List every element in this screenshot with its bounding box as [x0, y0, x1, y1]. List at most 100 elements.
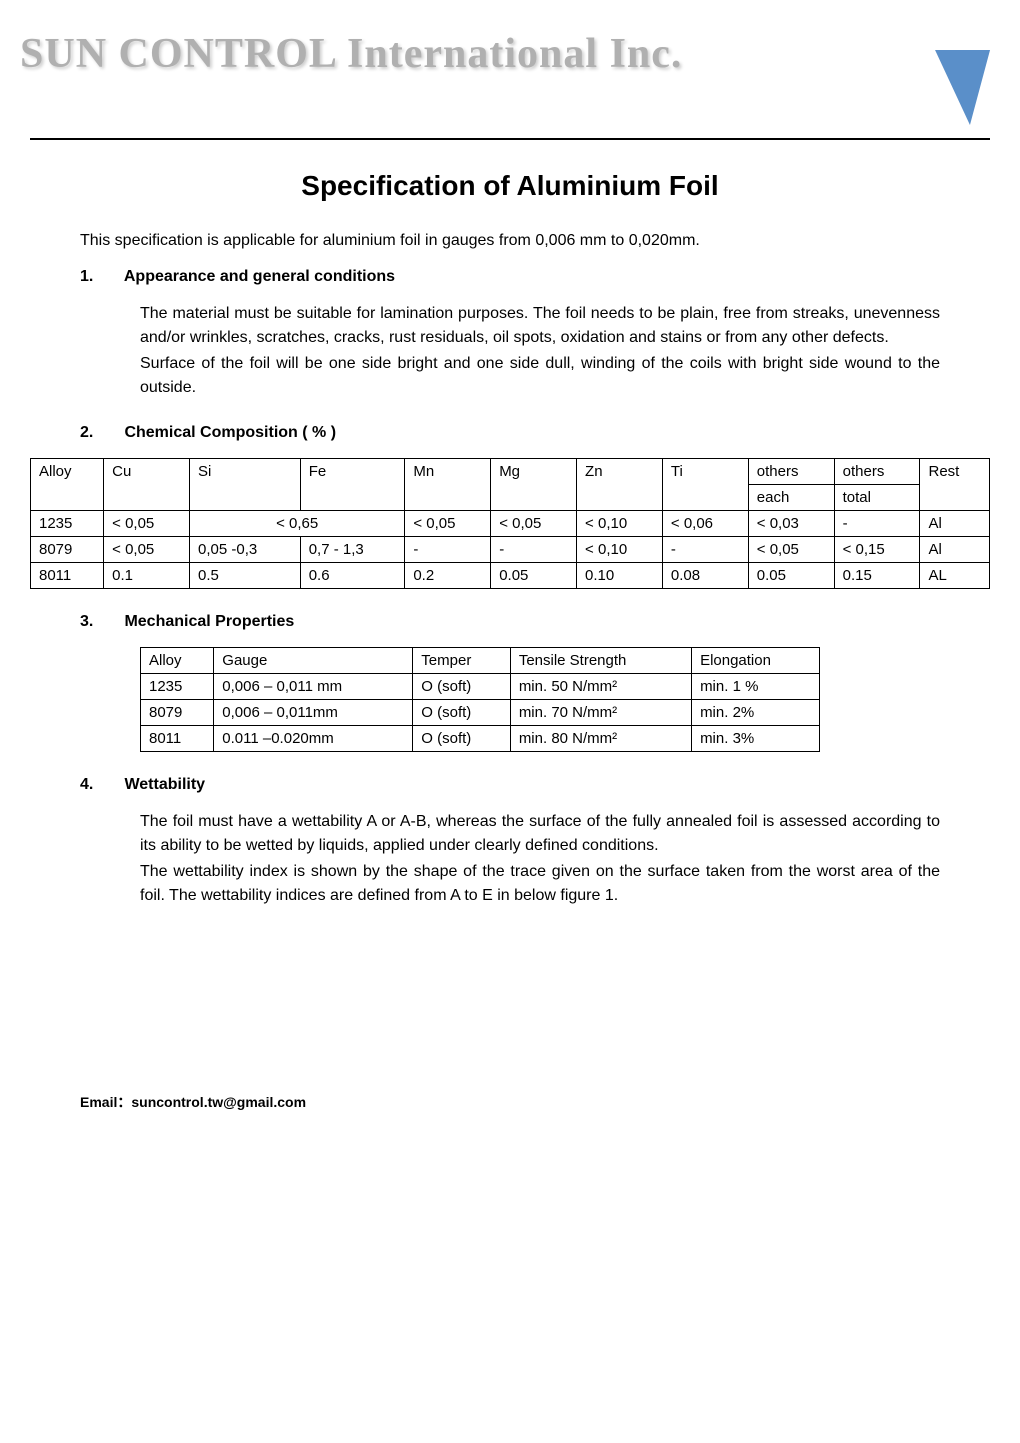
table-cell: min. 1 % [692, 674, 820, 700]
table-header: Si [190, 459, 301, 511]
table-cell: O (soft) [413, 674, 511, 700]
table-header: Fe [300, 459, 405, 511]
table-header: Cu [104, 459, 190, 511]
banner-underline [30, 138, 990, 140]
section-1-number: 1. [80, 268, 120, 286]
table-header: Alloy [141, 648, 214, 674]
intro-paragraph: This specification is applicable for alu… [80, 232, 940, 250]
header-banner: SUN CONTROL International Inc. [0, 0, 1020, 140]
table-row: 8011 0.1 0.5 0.6 0.2 0.05 0.10 0.08 0.05… [31, 563, 990, 589]
table-cell: min. 80 N/mm² [510, 726, 691, 752]
table-cell: 0,006 – 0,011mm [214, 700, 413, 726]
table-cell: 0.05 [748, 563, 834, 589]
table-cell: 1235 [31, 511, 104, 537]
table-cell: 8079 [141, 700, 214, 726]
document-content: Specification of Aluminium Foil This spe… [0, 170, 1020, 972]
table-header: Tensile Strength [510, 648, 691, 674]
table-cell: Al [920, 511, 990, 537]
table-cell: min. 3% [692, 726, 820, 752]
table-cell: < 0,65 [190, 511, 405, 537]
table-cell: - [491, 537, 577, 563]
section-4-title: Wettability [124, 776, 205, 793]
section-1-title: Appearance and general conditions [124, 268, 395, 285]
table-cell: < 0,05 [405, 511, 491, 537]
table-header: Gauge [214, 648, 413, 674]
section-4-number: 4. [80, 776, 120, 794]
table-header: Rest [920, 459, 990, 511]
table-cell: min. 50 N/mm² [510, 674, 691, 700]
banner-triangle-icon [915, 50, 990, 125]
banner-logo-text: SUN CONTROL International Inc. [20, 30, 682, 78]
table-cell: - [405, 537, 491, 563]
page-title: Specification of Aluminium Foil [80, 170, 940, 202]
table-header: Alloy [31, 459, 104, 511]
table-cell: < 0,05 [491, 511, 577, 537]
table-cell: 0.15 [834, 563, 920, 589]
table-cell: < 0,10 [577, 511, 663, 537]
table-row: Alloy Gauge Temper Tensile Strength Elon… [141, 648, 820, 674]
table-cell: 8079 [31, 537, 104, 563]
table-cell: < 0,15 [834, 537, 920, 563]
table-header: others [748, 459, 834, 485]
section-1-p1: The material must be suitable for lamina… [140, 302, 940, 350]
table-header: Temper [413, 648, 511, 674]
chemical-composition-table: Alloy Cu Si Fe Mn Mg Zn Ti others others… [30, 458, 990, 589]
section-1-body: The material must be suitable for lamina… [140, 302, 940, 400]
footer: Email：suncontrol.tw@gmail.com [0, 1092, 306, 1112]
table-cell: 0.5 [190, 563, 301, 589]
table-header: Elongation [692, 648, 820, 674]
table-cell: 0.10 [577, 563, 663, 589]
table-row: 8011 0.011 –0.020mm O (soft) min. 80 N/m… [141, 726, 820, 752]
table-cell: < 0,05 [748, 537, 834, 563]
section-4-p2: The wettability index is shown by the sh… [140, 860, 940, 908]
table-cell: 8011 [141, 726, 214, 752]
table-cell: 0.1 [104, 563, 190, 589]
table-cell: < 0,05 [104, 511, 190, 537]
table-header: others [834, 459, 920, 485]
table-header: Zn [577, 459, 663, 511]
footer-email-label: Email： [80, 1094, 131, 1110]
table-header: Mg [491, 459, 577, 511]
table-cell: - [662, 537, 748, 563]
mechanical-properties-table: Alloy Gauge Temper Tensile Strength Elon… [140, 647, 820, 752]
table-row: 8079 < 0,05 0,05 -0,3 0,7 - 1,3 - - < 0,… [31, 537, 990, 563]
table-cell: 0.08 [662, 563, 748, 589]
footer-email-value: suncontrol.tw@gmail.com [131, 1094, 306, 1110]
table-cell: 0,7 - 1,3 [300, 537, 405, 563]
table-cell: 0.2 [405, 563, 491, 589]
table-cell: AL [920, 563, 990, 589]
table-header: Mn [405, 459, 491, 511]
table-cell: min. 70 N/mm² [510, 700, 691, 726]
section-2-number: 2. [80, 424, 120, 442]
table-cell: O (soft) [413, 726, 511, 752]
section-3-number: 3. [80, 613, 120, 631]
section-1-p2: Surface of the foil will be one side bri… [140, 352, 940, 400]
table-row: Alloy Cu Si Fe Mn Mg Zn Ti others others… [31, 459, 990, 485]
table-cell: 0,006 – 0,011 mm [214, 674, 413, 700]
table-row: 8079 0,006 – 0,011mm O (soft) min. 70 N/… [141, 700, 820, 726]
table-cell: min. 2% [692, 700, 820, 726]
table-header: each [748, 485, 834, 511]
section-3-heading: 3. Mechanical Properties [80, 613, 940, 631]
table-cell: 0.05 [491, 563, 577, 589]
table-cell: < 0,03 [748, 511, 834, 537]
table-row: 1235 0,006 – 0,011 mm O (soft) min. 50 N… [141, 674, 820, 700]
table-cell: 0,05 -0,3 [190, 537, 301, 563]
table-cell: - [834, 511, 920, 537]
table-cell: 0.011 –0.020mm [214, 726, 413, 752]
table-row: 1235 < 0,05 < 0,65 < 0,05 < 0,05 < 0,10 … [31, 511, 990, 537]
table-cell: 1235 [141, 674, 214, 700]
section-4-heading: 4. Wettability [80, 776, 940, 794]
table-cell: 0.6 [300, 563, 405, 589]
table-cell: 8011 [31, 563, 104, 589]
table-cell: < 0,06 [662, 511, 748, 537]
table-header: total [834, 485, 920, 511]
table-cell: O (soft) [413, 700, 511, 726]
table-cell: < 0,05 [104, 537, 190, 563]
section-2-title: Chemical Composition ( % ) [124, 424, 336, 441]
section-1-heading: 1. Appearance and general conditions [80, 268, 940, 286]
table-cell: Al [920, 537, 990, 563]
section-3-title: Mechanical Properties [124, 613, 294, 630]
section-4-body: The foil must have a wettability A or A-… [140, 810, 940, 908]
table-cell: < 0,10 [577, 537, 663, 563]
